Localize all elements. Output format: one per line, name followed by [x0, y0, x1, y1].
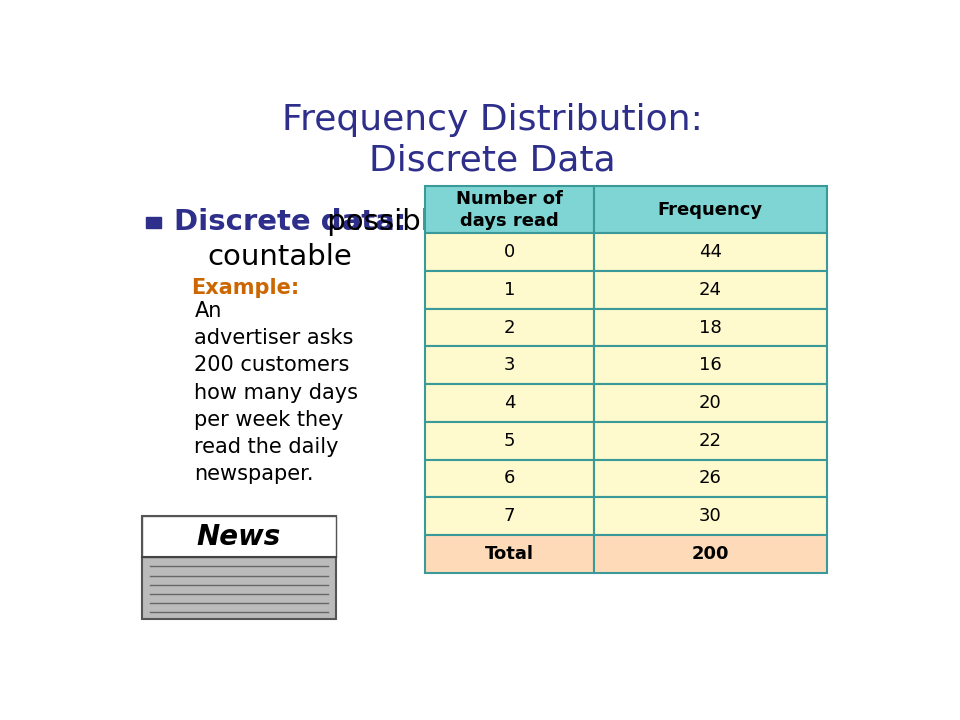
Bar [425, 535, 594, 572]
Bar [594, 459, 827, 498]
Text: 24: 24 [699, 281, 722, 299]
Text: An
advertiser asks
200 customers
how many days
per week they
read the daily
news: An advertiser asks 200 customers how man… [194, 301, 358, 484]
Bar [425, 233, 594, 271]
Bar [425, 498, 594, 535]
Bar [594, 498, 827, 535]
Text: 44: 44 [699, 243, 722, 261]
Bar [594, 422, 827, 459]
Bar [594, 271, 827, 309]
Bar [594, 384, 827, 422]
Bar [425, 346, 594, 384]
Bar [425, 422, 594, 459]
Text: Discrete data:: Discrete data: [175, 208, 407, 236]
Bar [594, 233, 827, 271]
Text: possible values are: possible values are [318, 208, 607, 236]
Text: Frequency: Frequency [658, 201, 763, 219]
Bar [425, 271, 594, 309]
Text: 7: 7 [504, 507, 516, 525]
Text: 200: 200 [691, 545, 729, 563]
Text: 5: 5 [504, 432, 516, 450]
Text: News: News [197, 523, 281, 551]
Text: Number of
days read: Number of days read [456, 189, 563, 230]
Text: Frequency Distribution:
Discrete Data: Frequency Distribution: Discrete Data [281, 103, 703, 178]
Text: 0: 0 [504, 243, 515, 261]
Bar [142, 516, 336, 618]
Text: 1: 1 [504, 281, 516, 299]
Text: 20: 20 [699, 394, 722, 412]
Bar [142, 516, 336, 557]
Bar [425, 459, 594, 498]
Text: 3: 3 [504, 356, 516, 374]
Text: countable: countable [207, 243, 352, 271]
Text: 26: 26 [699, 469, 722, 487]
Text: 16: 16 [699, 356, 722, 374]
Bar [425, 384, 594, 422]
Bar [594, 186, 827, 233]
Text: 6: 6 [504, 469, 516, 487]
Text: 30: 30 [699, 507, 722, 525]
Bar [594, 535, 827, 572]
Text: 22: 22 [699, 432, 722, 450]
Bar [425, 186, 594, 233]
Text: 18: 18 [699, 318, 722, 336]
Text: 4: 4 [504, 394, 516, 412]
Text: 2: 2 [504, 318, 516, 336]
Bar [146, 217, 161, 228]
Text: Example:: Example: [191, 278, 299, 297]
Bar [594, 309, 827, 346]
Bar [594, 346, 827, 384]
Bar [425, 309, 594, 346]
Text: Total: Total [485, 545, 534, 563]
